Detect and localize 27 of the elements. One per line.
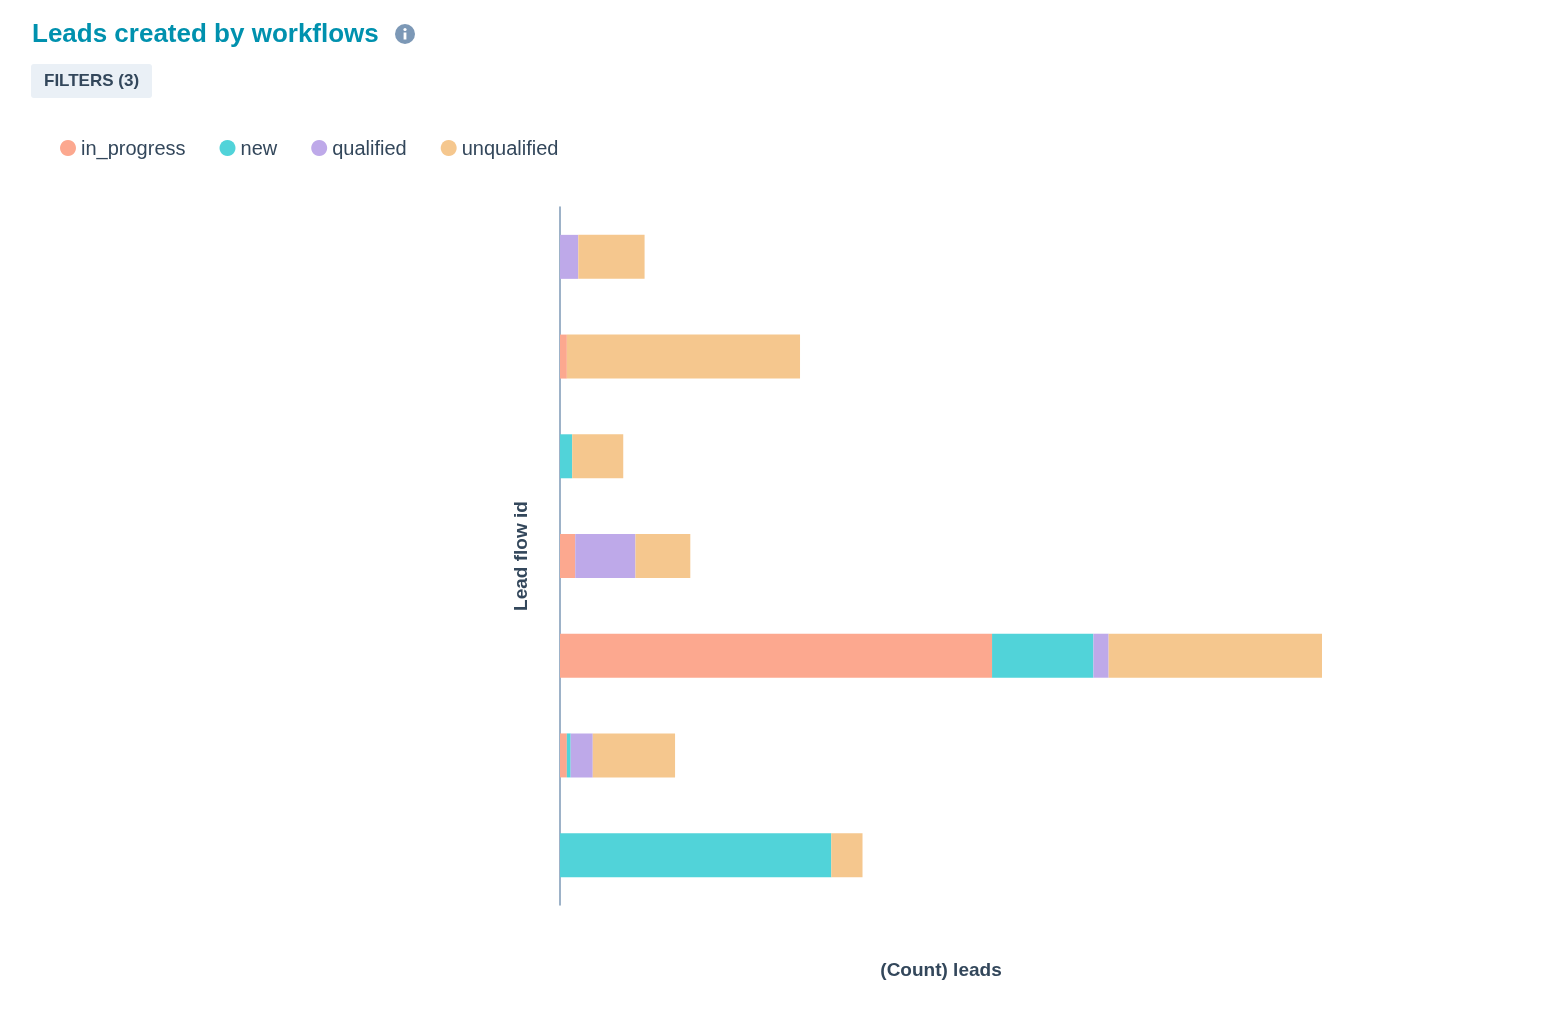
bar — [566, 733, 571, 778]
legend-label: qualified — [332, 137, 407, 159]
bar — [560, 534, 576, 578]
legend-label: new — [240, 137, 278, 159]
bar — [578, 234, 645, 279]
x-axis-title: (Count) leads — [880, 959, 1002, 980]
bar — [560, 334, 567, 379]
bar — [560, 234, 579, 279]
bar — [635, 534, 691, 578]
bar — [831, 833, 863, 878]
bar — [566, 334, 801, 379]
bar — [592, 733, 676, 778]
bar — [572, 434, 624, 479]
bar — [1108, 633, 1322, 678]
text: FILTERS (3) — [31, 64, 153, 98]
legend-label: unqualified — [461, 137, 559, 159]
bar — [1093, 633, 1109, 678]
text: Leads created by workflows — [32, 18, 379, 49]
y-axis-title: Lead flow id — [510, 501, 531, 611]
bar — [560, 833, 832, 878]
bar — [560, 434, 573, 479]
bar — [560, 633, 993, 678]
bar — [575, 534, 636, 578]
bar — [560, 733, 567, 778]
bar — [570, 733, 593, 778]
legend-label: in_progress — [81, 137, 186, 160]
bar — [992, 633, 1094, 678]
